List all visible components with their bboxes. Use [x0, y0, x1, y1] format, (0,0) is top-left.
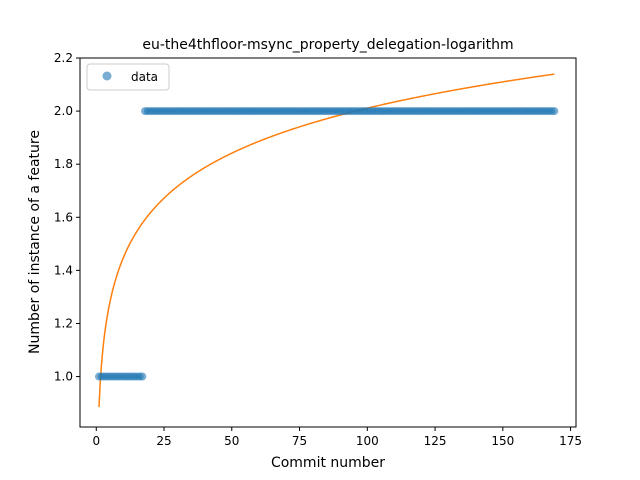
legend: data	[86, 63, 170, 91]
x-axis-label: Commit number	[271, 455, 385, 471]
legend-box	[86, 63, 170, 91]
y-tick-label: 2.0	[54, 104, 73, 118]
y-axis-ticks: 1.0 1.2 1.4 1.6 1.8 2.0 2.2	[54, 51, 80, 384]
x-axis-ticks: 0 25 50 75 100 125 150 175	[92, 427, 582, 448]
x-tick-label: 125	[424, 434, 447, 448]
y-tick-label: 1.2	[54, 316, 73, 330]
chart-title: eu-the4thfloor-msync_property_delegation…	[142, 37, 513, 53]
x-tick-label: 175	[559, 434, 582, 448]
y-tick-label: 1.6	[54, 210, 73, 224]
x-tick-label: 100	[356, 434, 379, 448]
legend-marker	[102, 71, 112, 81]
x-tick-label: 150	[491, 434, 514, 448]
x-tick-label: 0	[92, 434, 100, 448]
x-tick-label: 75	[292, 434, 307, 448]
legend-label: data	[131, 70, 158, 84]
y-tick-label: 1.8	[54, 157, 73, 171]
x-tick-label: 50	[224, 434, 239, 448]
fit-curve	[98, 73, 555, 408]
plot-area	[80, 58, 576, 427]
y-tick-label: 1.0	[54, 370, 73, 384]
data-point	[138, 372, 147, 381]
data-point	[550, 107, 559, 116]
plot-frame	[79, 57, 577, 428]
y-axis-label: Number of instance of a feature	[27, 130, 43, 354]
x-tick-label: 25	[156, 434, 171, 448]
y-tick-label: 1.4	[54, 263, 73, 277]
y-tick-label: 2.2	[54, 51, 73, 65]
chart-marks	[94, 73, 559, 408]
